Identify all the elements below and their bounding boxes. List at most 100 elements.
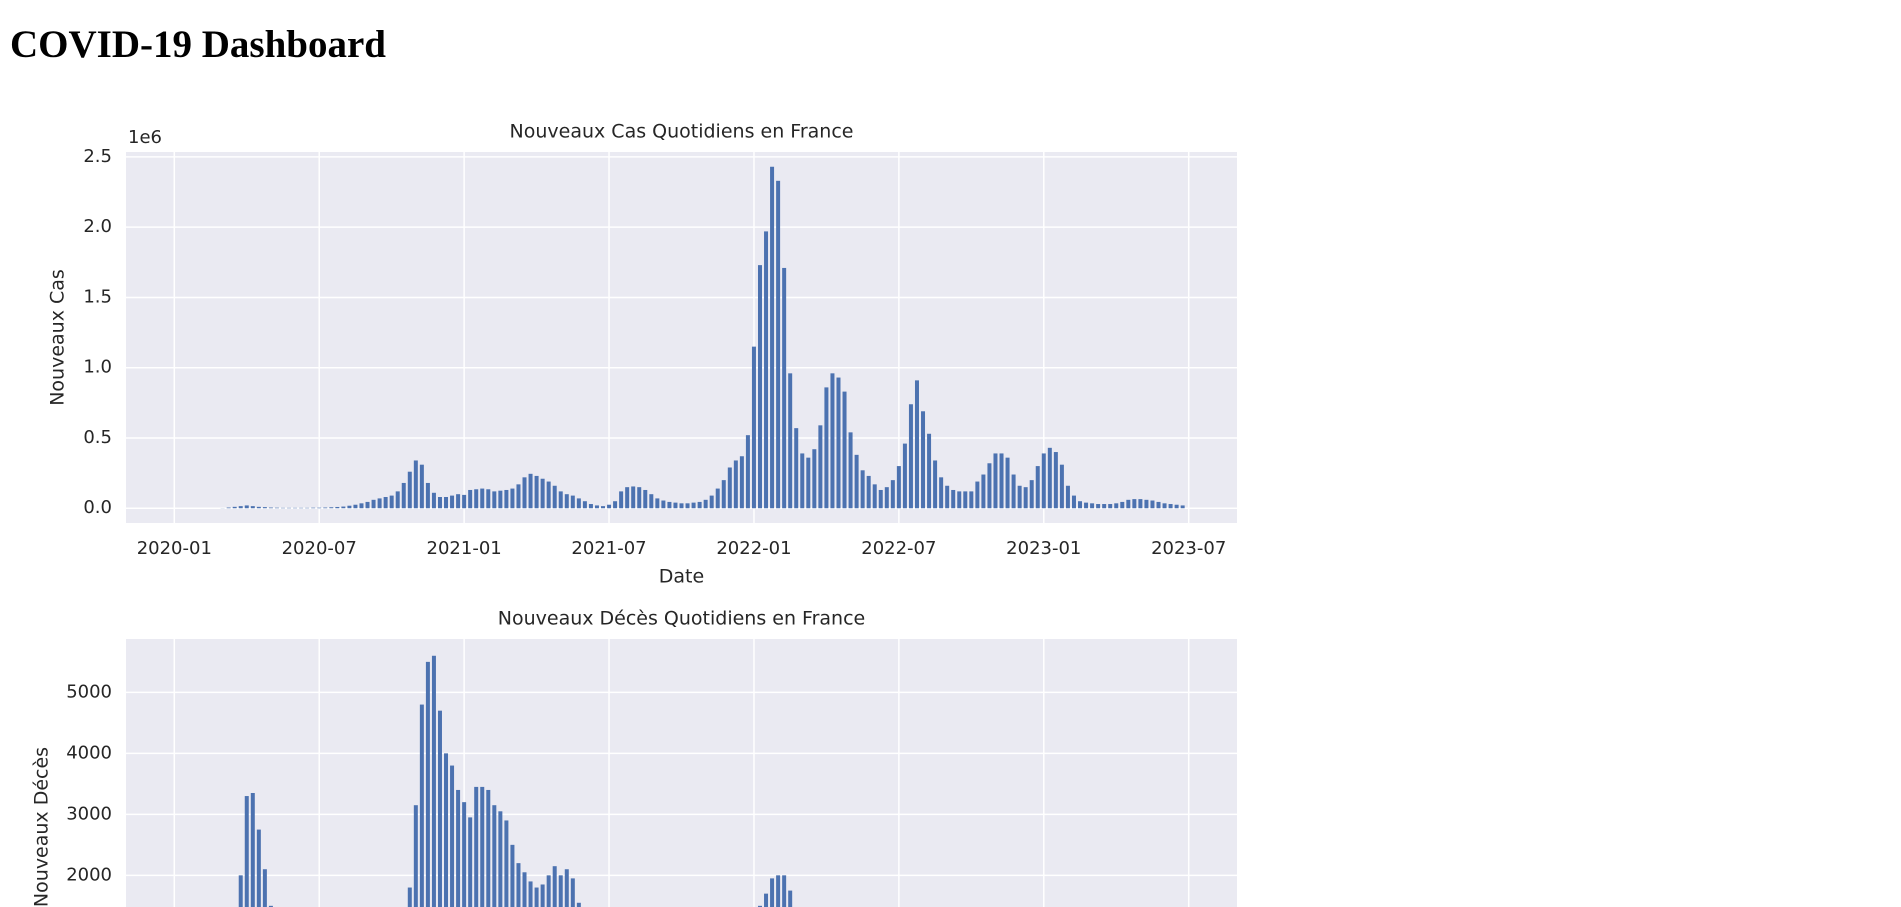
bar (256, 506, 261, 509)
y-offset-label: 1e6 (128, 127, 162, 148)
bar (444, 497, 449, 509)
bar (450, 495, 455, 509)
bar (1114, 503, 1119, 509)
bar (999, 453, 1004, 509)
bar (794, 428, 799, 509)
bar (788, 373, 793, 509)
bar (377, 498, 382, 509)
bar (492, 491, 497, 509)
bar (757, 905, 762, 907)
bar (842, 391, 847, 509)
bar (558, 875, 563, 907)
bar (540, 884, 545, 907)
bar (437, 497, 442, 509)
bar (975, 481, 980, 509)
bar (631, 486, 636, 509)
bar (806, 457, 811, 509)
y-tick-label: 5000 (66, 681, 112, 702)
bar (751, 346, 756, 509)
bar (727, 467, 732, 509)
bar (256, 829, 261, 907)
bar (1029, 480, 1034, 509)
bar (812, 449, 817, 509)
bar (788, 890, 793, 907)
bar (437, 710, 442, 907)
bar (981, 474, 986, 509)
bar (522, 872, 527, 907)
bar (401, 482, 406, 509)
bar (836, 377, 841, 509)
bar (1071, 495, 1076, 509)
bar (474, 786, 479, 907)
bar (462, 494, 467, 509)
x-tick-label: 2021-07 (571, 538, 646, 559)
y-tick-label: 2000 (66, 864, 112, 885)
bar (993, 453, 998, 509)
bar (546, 875, 551, 907)
bar (884, 487, 889, 509)
x-axis-label: Date (659, 566, 704, 588)
bar (643, 489, 648, 509)
bar (250, 792, 255, 907)
bar (963, 491, 968, 509)
bar (244, 505, 249, 509)
bar (1150, 500, 1155, 509)
bar (238, 506, 243, 509)
bar (1180, 505, 1185, 509)
bar (824, 387, 829, 509)
y-tick-label: 1.0 (83, 357, 112, 378)
bar (691, 502, 696, 509)
bar (902, 443, 907, 509)
bar (274, 507, 279, 509)
bar (570, 878, 575, 907)
bar (450, 765, 455, 907)
bar (1035, 466, 1040, 509)
bar (226, 507, 231, 509)
bar (431, 655, 436, 907)
bar (238, 875, 243, 907)
bar (582, 501, 587, 509)
bar (1138, 499, 1143, 509)
bar (1168, 504, 1173, 509)
bar (764, 231, 769, 509)
bar (486, 489, 491, 509)
bar (244, 796, 249, 907)
chart-title: Nouveaux Cas Quotidiens en France (510, 121, 854, 143)
bar (262, 869, 267, 907)
bar (908, 404, 913, 509)
bar (516, 484, 521, 509)
bar (522, 477, 527, 509)
bar (564, 869, 569, 907)
bar (733, 460, 738, 509)
bar (1084, 502, 1089, 509)
bar (685, 503, 690, 509)
bar (715, 488, 720, 509)
bar (655, 498, 660, 509)
bar (419, 464, 424, 509)
bar (594, 505, 599, 509)
bar (782, 875, 787, 907)
bar (776, 180, 781, 509)
bar (951, 489, 956, 509)
bar (359, 503, 364, 509)
bar (323, 507, 328, 509)
bar (268, 905, 273, 907)
bar (480, 786, 485, 907)
bar (250, 506, 255, 509)
bar (576, 902, 581, 907)
bar (1047, 447, 1052, 509)
y-tick-label: 0.0 (83, 497, 112, 518)
y-axis-label: Nouveaux Cas (47, 269, 69, 406)
bar (619, 491, 624, 509)
bar (1102, 504, 1107, 509)
y-tick-label: 2.5 (83, 146, 112, 167)
bar (232, 506, 237, 509)
bar (1017, 485, 1022, 509)
bar (534, 475, 539, 509)
bar (510, 488, 515, 509)
bar (576, 498, 581, 509)
bar (504, 489, 509, 509)
bar (480, 488, 485, 509)
bar (371, 499, 376, 509)
